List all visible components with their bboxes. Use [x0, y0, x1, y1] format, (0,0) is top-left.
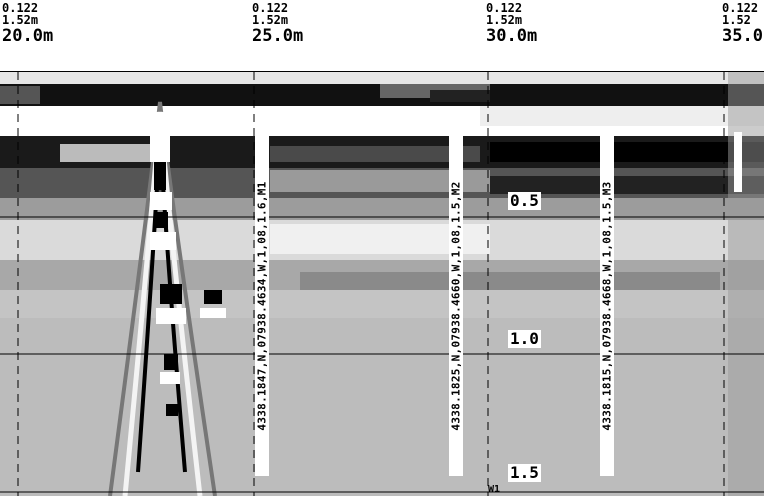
gps-marker-m1: 4338.1847,N,07938.4634,W,1,08,1.6,M1 [255, 136, 269, 476]
marker-distance: 30.0m [486, 26, 538, 46]
gps-marker-text: 4338.1847,N,07938.4634,W,1,08,1.6,M1 [255, 181, 269, 431]
depth-label-1-0: 1.0 [508, 329, 541, 348]
depth-label-0-5: 0.5 [508, 191, 541, 210]
marker-velocity: 1.52m [252, 13, 289, 27]
header-divider [0, 71, 764, 72]
gps-marker-m2: 4338.1825,N,07938.4660,W,1,08,1.5,M2 [449, 136, 463, 476]
hyperbola-reflection [108, 101, 226, 496]
marker-value: 0.122 [486, 1, 523, 15]
marker-distance: 25.0m [252, 26, 304, 46]
marker-velocity: 1.52m [2, 13, 39, 27]
distance-marker-3: 0.122 1.52m 30.0m [486, 2, 537, 45]
marker-distance: 35.0 [722, 26, 763, 46]
marker-velocity: 1.52m [486, 13, 523, 27]
gps-marker-m3: 4338.1815,N,07938.4668,W,1,08,1.5,M3 [600, 136, 614, 476]
marker-distance: 20.0m [2, 26, 54, 46]
footer-mark: W1 [488, 484, 501, 495]
marker-value: 0.122 [2, 1, 39, 15]
gps-marker-text: 4338.1815,N,07938.4668,W,1,08,1.5,M3 [600, 181, 614, 431]
marker-value: 0.122 [252, 1, 289, 15]
distance-marker-4: 0.122 1.52 35.0 [722, 2, 763, 45]
distance-marker-1: 0.122 1.52m 20.0m [2, 2, 53, 45]
marker-velocity: 1.52 [722, 13, 751, 27]
distance-marker-2: 0.122 1.52m 25.0m [252, 2, 303, 45]
gps-marker-text: 4338.1825,N,07938.4660,W,1,08,1.5,M2 [449, 181, 463, 431]
depth-label-1-5: 1.5 [508, 463, 541, 482]
radargram-image [0, 72, 764, 496]
marker-value: 0.122 [722, 1, 759, 15]
